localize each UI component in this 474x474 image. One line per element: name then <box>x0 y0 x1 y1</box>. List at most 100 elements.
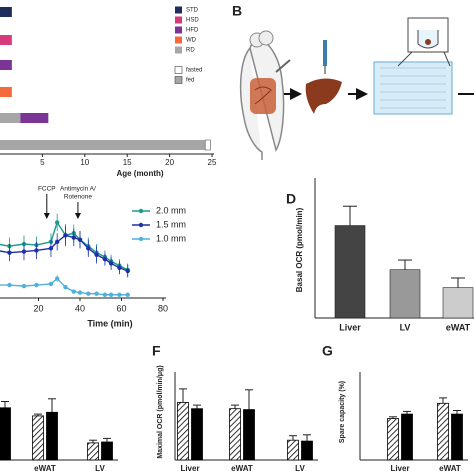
x-tick-label: 25 <box>208 158 217 167</box>
x-tick-label: 5 <box>40 158 45 167</box>
x-tick-label: 20 <box>33 303 43 313</box>
x-axis-label: Time (min) <box>87 318 132 328</box>
bar <box>389 269 421 319</box>
legend-label: WD <box>186 38 197 44</box>
bar <box>32 415 44 461</box>
x-axis-label: Age (month) <box>116 169 163 178</box>
x-tick-label: 20 <box>165 158 174 167</box>
timeline-bar <box>20 113 49 123</box>
marker <box>108 292 114 297</box>
timeline-bar <box>0 87 12 97</box>
panel-letter: F <box>152 343 161 359</box>
marker <box>54 220 60 225</box>
x-tick-label: LV <box>295 464 305 473</box>
x-tick-label: 60 <box>116 303 126 313</box>
x-tick-label: Liver <box>180 464 199 473</box>
marker <box>125 268 130 274</box>
panel-letter: G <box>322 343 333 359</box>
bar <box>437 402 449 461</box>
bar <box>442 287 474 319</box>
x-tick-label: 10 <box>80 158 89 167</box>
marker <box>117 292 122 297</box>
marker <box>117 265 122 270</box>
annotation: Antimycin A/ <box>60 186 96 193</box>
timeline-bar <box>0 60 12 70</box>
timeline-bar <box>0 113 21 123</box>
marker <box>125 292 130 297</box>
x-tick-label: eWAT <box>231 464 253 473</box>
marker <box>21 283 27 289</box>
bar <box>229 408 241 461</box>
bar <box>387 418 399 461</box>
panel-letter: B <box>232 3 242 19</box>
marker <box>34 248 39 253</box>
legend-swatch <box>174 66 183 74</box>
legend-swatch <box>175 46 182 54</box>
legend-marker <box>138 236 144 242</box>
bar <box>287 439 299 461</box>
marker <box>7 282 12 288</box>
legend-swatch <box>175 26 182 34</box>
y-axis-label: Spare capacity (%) <box>339 381 346 443</box>
bar <box>0 407 11 461</box>
timeline-bar <box>0 140 206 150</box>
legend-label: HFD <box>186 28 199 34</box>
legend-label: 1.5 mm <box>156 219 186 229</box>
bar <box>101 441 113 461</box>
marker <box>94 252 99 257</box>
panel-letter: D <box>286 191 296 207</box>
bar <box>87 442 99 461</box>
series-line <box>0 220 129 271</box>
marker <box>21 249 27 254</box>
diagram <box>239 17 474 160</box>
marker <box>77 290 83 295</box>
marker <box>7 250 12 255</box>
legend-swatch <box>174 76 183 84</box>
legend-marker <box>138 222 144 228</box>
legend-label: 1.0 mm <box>156 233 186 243</box>
marker <box>86 291 91 296</box>
x-tick-label: eWAT <box>439 464 461 473</box>
marker <box>63 233 68 238</box>
marker <box>71 289 76 294</box>
timeline-bar <box>204 139 211 151</box>
x-tick-label: eWAT <box>34 464 56 473</box>
legend-label: STD <box>186 8 199 14</box>
x-tick-label: eWAT <box>446 322 471 332</box>
bar <box>243 409 255 461</box>
x-tick-label: 15 <box>123 158 132 167</box>
marker <box>108 261 114 266</box>
x-tick-label: LV <box>400 322 411 332</box>
bar <box>401 413 413 461</box>
marker <box>77 237 83 242</box>
marker <box>63 285 68 290</box>
legend-label: HSD <box>186 18 199 24</box>
timeline-bar <box>0 35 12 45</box>
x-tick-label: 80 <box>158 303 168 313</box>
bar <box>46 411 58 461</box>
bar <box>191 408 203 461</box>
marker <box>34 282 39 288</box>
marker <box>54 239 60 245</box>
bar <box>301 440 313 461</box>
bar <box>451 413 463 461</box>
bar <box>177 401 189 461</box>
bar <box>334 225 366 319</box>
legend-label: 2.0 mm <box>156 205 186 215</box>
annotation: Rotenone <box>64 194 93 201</box>
legend-swatch <box>175 16 182 24</box>
legend-swatch <box>175 6 182 14</box>
marker <box>71 235 76 240</box>
legend-label: RD <box>186 48 195 54</box>
marker <box>48 246 54 251</box>
marker <box>86 246 91 251</box>
y-axis-label: Basal OCR (pmol/min) <box>295 207 304 292</box>
legend-label: fasted <box>186 68 202 74</box>
legend-swatch <box>175 36 182 44</box>
x-tick-label: Liver <box>339 322 361 332</box>
annotation: FCCP <box>38 186 56 193</box>
x-tick-label: 40 <box>75 303 85 313</box>
x-tick-label: LV <box>95 464 105 473</box>
marker <box>54 276 60 281</box>
